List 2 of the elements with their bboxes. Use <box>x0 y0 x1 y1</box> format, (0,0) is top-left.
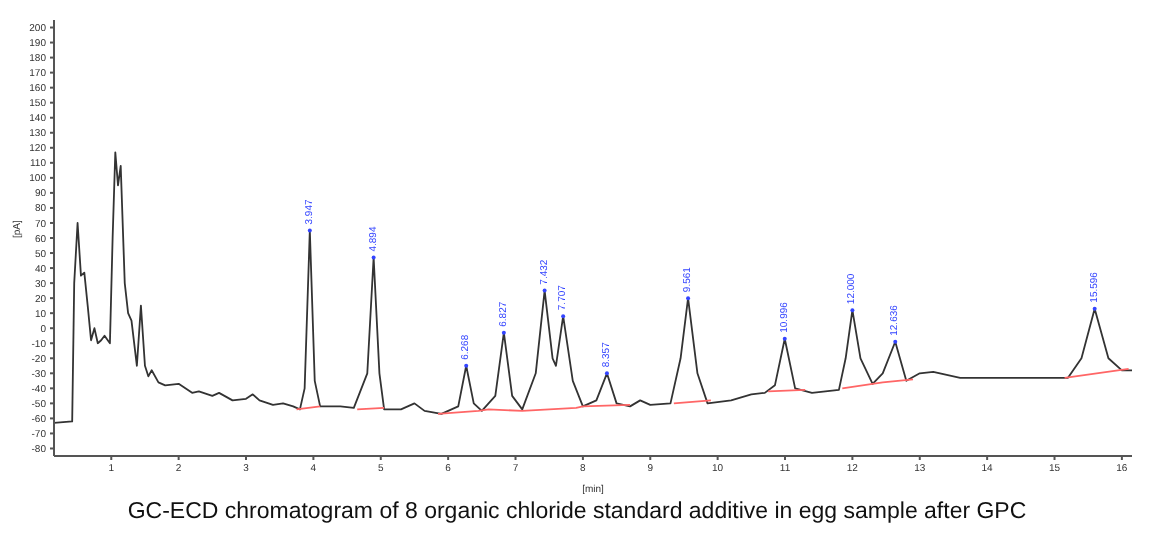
line-series <box>54 151 1132 424</box>
text: GC-ECD chromatogram of 8 organic chloride standard additive in egg sample after GPC <box>125 500 1029 524</box>
